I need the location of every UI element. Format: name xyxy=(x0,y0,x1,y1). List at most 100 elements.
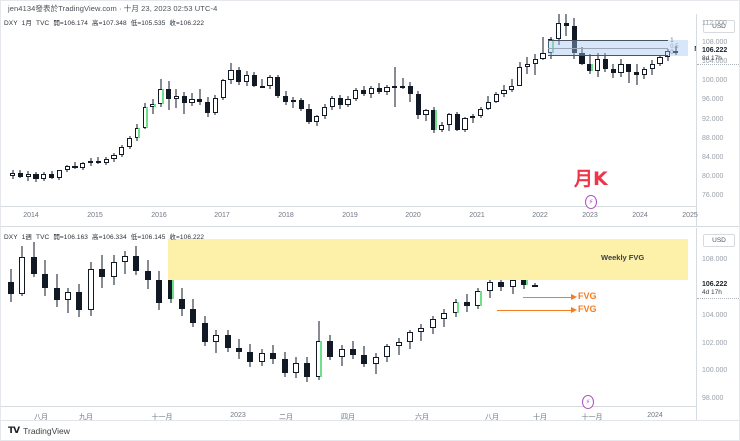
current-price-label[interactable]: 106.222 xyxy=(702,47,728,55)
candle-body xyxy=(228,69,234,81)
candle-body xyxy=(415,93,421,116)
candle xyxy=(181,91,187,115)
candle-highlight xyxy=(551,39,554,53)
candle-body xyxy=(298,100,304,110)
candle xyxy=(563,14,569,36)
candle xyxy=(142,102,149,130)
candle-wick xyxy=(675,45,677,55)
candle xyxy=(134,124,141,141)
candle-body xyxy=(88,160,94,164)
candle-wick xyxy=(67,288,69,313)
candle-body xyxy=(76,292,83,311)
candle xyxy=(327,335,334,361)
candle xyxy=(290,97,296,108)
price-axis-tick: 76.000 xyxy=(702,192,724,200)
candle-body xyxy=(322,107,328,117)
candle xyxy=(372,353,379,375)
candle-body xyxy=(478,109,484,117)
candle-body xyxy=(446,113,452,125)
candle xyxy=(8,268,14,302)
candle xyxy=(95,156,101,164)
monthly-fvg-box[interactable] xyxy=(548,39,688,57)
monthly-fvg-top-edge xyxy=(548,39,669,41)
candle-wick xyxy=(402,78,404,90)
lightning-bolt-icon[interactable]: ⚡ xyxy=(585,195,597,209)
monthly-fvg-mid-line xyxy=(548,48,669,50)
candle xyxy=(400,78,406,90)
time-axis-tick: 2019 xyxy=(342,212,358,219)
time-axis-tick: 十月 xyxy=(533,414,547,421)
candle xyxy=(144,260,151,290)
candle xyxy=(571,18,577,60)
weekly-symbol[interactable]: DXY xyxy=(4,234,18,241)
tradingview-logo[interactable]: TV TradingView xyxy=(8,426,70,436)
current-price-label[interactable]: 106.222 xyxy=(702,280,728,288)
candle xyxy=(258,349,265,366)
candle xyxy=(475,288,482,309)
weekly-interval[interactable]: 1週 xyxy=(21,234,32,241)
candle xyxy=(304,357,311,383)
price-axis-tick: 112.000 xyxy=(702,19,727,27)
price-axis-tick: 108.000 xyxy=(702,256,728,264)
weekly-open: 開=106.163 xyxy=(53,234,89,241)
lightning-bolt-icon[interactable]: ⚡ xyxy=(582,395,594,409)
candle-body xyxy=(127,138,133,148)
candle-body xyxy=(189,99,195,103)
candle xyxy=(179,288,185,316)
candle-body xyxy=(144,271,151,280)
candle-body xyxy=(87,268,94,311)
weekly-fvg-box[interactable] xyxy=(167,239,688,280)
bar-countdown-label: 4d 17h xyxy=(702,288,722,296)
candle-body xyxy=(99,268,106,277)
candle-body xyxy=(201,322,208,343)
candle xyxy=(275,75,281,98)
candle-highlight xyxy=(525,279,528,286)
candle-body xyxy=(509,279,516,287)
price-axis-tick: 98.000 xyxy=(702,395,724,403)
weekly-chart-pane[interactable]: Weekly FVG FVG FVG DXY 1週 TVC 開=106.163 高=106.… xyxy=(0,228,740,418)
candle-body xyxy=(579,52,585,65)
time-axis-tick: 2025 xyxy=(682,212,698,219)
weekly-price-axis[interactable]: USD 108.000 104.000 102.000 100.000 98.000 10… xyxy=(696,228,740,426)
candle xyxy=(220,78,226,101)
candle xyxy=(133,246,140,276)
weekly-time-axis[interactable]: 八月 九月 十一月 2023 二月 四月 六月 八月 十月 十一月 2024 ⚡ xyxy=(0,395,696,426)
candle-body xyxy=(181,95,187,103)
candle-body xyxy=(304,362,311,377)
candle xyxy=(205,97,211,117)
candle xyxy=(395,338,402,355)
monthly-high: 高=107.348 xyxy=(92,20,127,27)
candle xyxy=(345,95,351,107)
candle xyxy=(281,351,288,377)
weekly-plot-area[interactable]: Weekly FVG FVG FVG xyxy=(4,228,696,418)
candle-body xyxy=(329,97,335,108)
monthly-legend: DXY 1月 TVC 開=106.174 高=107.348 低=105.535 收=106… xyxy=(4,17,208,27)
candle-body xyxy=(361,90,367,94)
candle xyxy=(418,324,425,341)
candle-body xyxy=(361,354,368,365)
candle-body xyxy=(197,99,203,102)
candle-body xyxy=(532,58,538,65)
candle-body xyxy=(49,174,55,179)
monthly-time-axis[interactable]: 2014 2015 2016 2017 2018 2019 2020 2021 2022 2023… xyxy=(0,195,698,226)
candle-body xyxy=(368,88,374,94)
price-axis-tick: 80.000 xyxy=(702,173,724,181)
candle xyxy=(524,57,530,75)
monthly-plot-area[interactable]: 10.50 Monthly FVG xyxy=(4,14,696,217)
monthly-interval[interactable]: 1月 xyxy=(21,20,32,27)
candle xyxy=(446,112,452,132)
time-axis-tick: 2022 xyxy=(532,212,548,219)
candle-body xyxy=(30,257,37,275)
candle xyxy=(314,114,320,126)
monthly-price-axis[interactable]: USD 112.000 108.000 104.000 100.000 96.000 92… xyxy=(696,14,740,226)
candle-body xyxy=(65,292,71,301)
candle xyxy=(338,344,345,366)
candle-body xyxy=(64,166,70,171)
time-axis-tick: 2024 xyxy=(647,412,663,419)
candle-body xyxy=(501,89,507,94)
candle-body xyxy=(236,347,242,352)
monthly-fvg-label: Monthly FVG xyxy=(694,44,696,53)
candle-body xyxy=(166,89,172,100)
monthly-symbol[interactable]: DXY xyxy=(4,20,18,27)
